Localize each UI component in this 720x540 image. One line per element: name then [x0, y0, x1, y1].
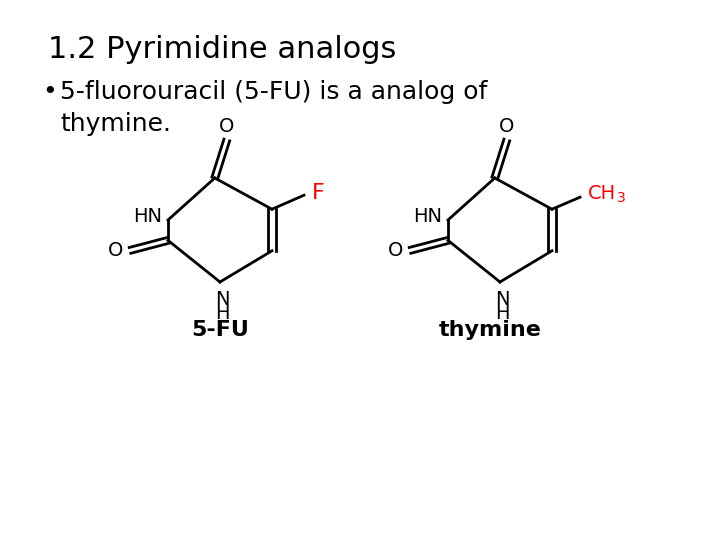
Text: CH: CH	[588, 184, 616, 202]
Text: 1.2 Pyrimidine analogs: 1.2 Pyrimidine analogs	[48, 35, 397, 64]
Text: H: H	[495, 304, 509, 323]
Text: thymine: thymine	[438, 320, 541, 340]
Text: 5-fluorouracil (5-FU) is a analog of
thymine.: 5-fluorouracil (5-FU) is a analog of thy…	[60, 80, 487, 136]
Text: 5-FU: 5-FU	[191, 320, 249, 340]
Text: HN: HN	[413, 206, 442, 226]
Text: •: •	[42, 80, 57, 104]
Text: N: N	[495, 290, 509, 309]
Text: O: O	[388, 241, 404, 260]
Text: O: O	[499, 117, 515, 136]
Text: O: O	[108, 241, 124, 260]
Text: H: H	[215, 304, 229, 323]
Text: F: F	[312, 183, 325, 203]
Text: N: N	[215, 290, 229, 309]
Text: O: O	[219, 117, 235, 136]
Text: HN: HN	[133, 206, 162, 226]
Text: 3: 3	[617, 191, 626, 205]
